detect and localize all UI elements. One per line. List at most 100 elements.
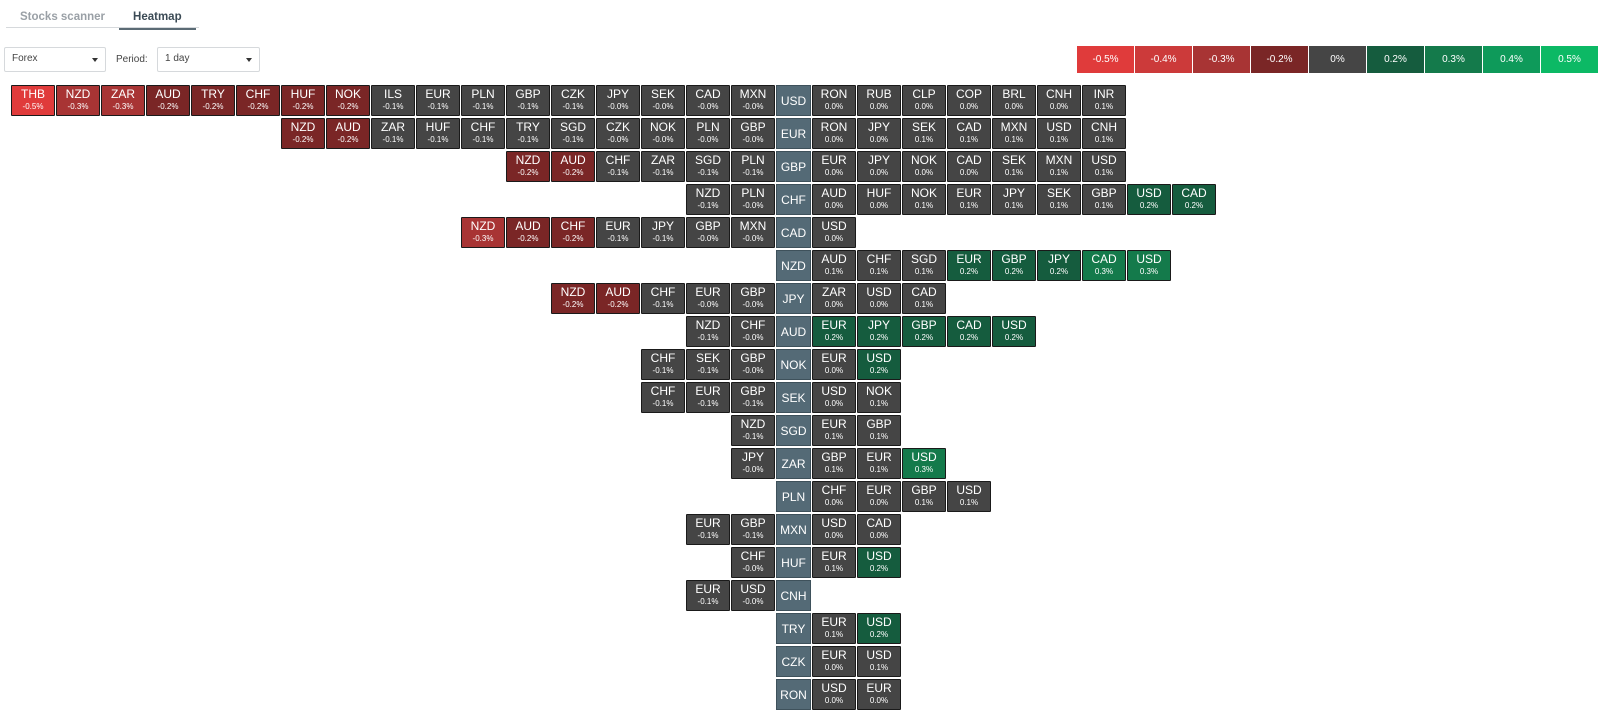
heatmap-cell[interactable]: CAD 0.1% xyxy=(947,118,991,149)
heatmap-cell[interactable]: SGD 0.1% xyxy=(902,250,946,281)
heatmap-cell[interactable]: SEK 0.1% xyxy=(992,151,1036,182)
heatmap-cell[interactable]: USD 0.0% xyxy=(812,679,856,710)
heatmap-cell[interactable]: NZD -0.2% xyxy=(551,283,595,314)
heatmap-cell[interactable]: TRY -0.1% xyxy=(506,118,550,149)
heatmap-cell[interactable]: EUR 0.0% xyxy=(812,151,856,182)
heatmap-cell[interactable]: USD 0.0% xyxy=(812,382,856,413)
heatmap-cell[interactable]: NOK 0.1% xyxy=(857,382,901,413)
heatmap-cell[interactable]: USD 0.1% xyxy=(1037,118,1081,149)
base-currency-eur[interactable]: EUR xyxy=(776,118,811,149)
heatmap-cell[interactable]: USD 0.2% xyxy=(857,349,901,380)
heatmap-cell[interactable]: AUD 0.0% xyxy=(812,184,856,215)
heatmap-cell[interactable]: JPY 0.0% xyxy=(857,151,901,182)
period-select[interactable]: 1 day xyxy=(157,47,260,72)
heatmap-cell[interactable]: COP 0.0% xyxy=(947,85,991,116)
heatmap-cell[interactable]: CAD 0.3% xyxy=(1082,250,1126,281)
heatmap-cell[interactable]: EUR 0.1% xyxy=(947,184,991,215)
heatmap-cell[interactable]: JPY -0.0% xyxy=(596,85,640,116)
heatmap-cell[interactable]: GBP -0.1% xyxy=(506,85,550,116)
heatmap-cell[interactable]: NOK 0.1% xyxy=(902,184,946,215)
heatmap-cell[interactable]: AUD -0.2% xyxy=(596,283,640,314)
heatmap-cell[interactable]: CAD 0.0% xyxy=(857,514,901,545)
base-currency-jpy[interactable]: JPY xyxy=(776,283,811,314)
heatmap-cell[interactable]: USD 0.0% xyxy=(812,514,856,545)
heatmap-cell[interactable]: CZK -0.1% xyxy=(551,85,595,116)
heatmap-cell[interactable]: CHF -0.1% xyxy=(641,349,685,380)
heatmap-cell[interactable]: GBP -0.1% xyxy=(731,382,775,413)
heatmap-cell[interactable]: CHF -0.1% xyxy=(641,283,685,314)
heatmap-cell[interactable]: NZD -0.3% xyxy=(56,85,100,116)
heatmap-cell[interactable]: ZAR -0.1% xyxy=(641,151,685,182)
heatmap-cell[interactable]: JPY 0.0% xyxy=(857,118,901,149)
heatmap-cell[interactable]: USD 0.1% xyxy=(947,481,991,512)
heatmap-cell[interactable]: BRL 0.0% xyxy=(992,85,1036,116)
tab-stocks-scanner[interactable]: Stocks scanner xyxy=(20,11,106,23)
heatmap-cell[interactable]: RON 0.0% xyxy=(812,85,856,116)
heatmap-cell[interactable]: GBP 0.1% xyxy=(1082,184,1126,215)
heatmap-cell[interactable]: RON 0.0% xyxy=(812,118,856,149)
heatmap-cell[interactable]: CAD 0.2% xyxy=(1172,184,1216,215)
heatmap-cell[interactable]: THB -0.5% xyxy=(11,85,55,116)
heatmap-cell[interactable]: USD 0.1% xyxy=(1082,151,1126,182)
heatmap-cell[interactable]: USD 0.2% xyxy=(857,547,901,578)
heatmap-cell[interactable]: USD 0.3% xyxy=(1127,250,1171,281)
heatmap-cell[interactable]: CHF 0.0% xyxy=(812,481,856,512)
heatmap-cell[interactable]: EUR 0.0% xyxy=(857,679,901,710)
heatmap-cell[interactable]: HUF -0.1% xyxy=(416,118,460,149)
heatmap-cell[interactable]: EUR 0.1% xyxy=(812,415,856,446)
heatmap-cell[interactable]: EUR 0.2% xyxy=(947,250,991,281)
base-currency-pln[interactable]: PLN xyxy=(776,481,811,512)
heatmap-cell[interactable]: EUR -0.1% xyxy=(686,514,730,545)
heatmap-cell[interactable]: CHF -0.1% xyxy=(461,118,505,149)
heatmap-cell[interactable]: EUR 0.1% xyxy=(812,613,856,644)
heatmap-cell[interactable]: GBP -0.0% xyxy=(686,217,730,248)
base-currency-sek[interactable]: SEK xyxy=(776,382,811,413)
heatmap-cell[interactable]: CHF 0.1% xyxy=(857,250,901,281)
heatmap-cell[interactable]: EUR -0.1% xyxy=(596,217,640,248)
base-currency-chf[interactable]: CHF xyxy=(776,184,811,215)
heatmap-cell[interactable]: USD 0.2% xyxy=(992,316,1036,347)
heatmap-cell[interactable]: CNH 0.1% xyxy=(1082,118,1126,149)
heatmap-cell[interactable]: JPY 0.2% xyxy=(857,316,901,347)
base-currency-zar[interactable]: ZAR xyxy=(776,448,811,479)
heatmap-cell[interactable]: USD -0.0% xyxy=(731,580,775,611)
heatmap-cell[interactable]: MXN -0.0% xyxy=(731,217,775,248)
heatmap-cell[interactable]: CAD -0.0% xyxy=(686,85,730,116)
heatmap-cell[interactable]: GBP 0.2% xyxy=(902,316,946,347)
heatmap-cell[interactable]: CAD 0.0% xyxy=(947,151,991,182)
heatmap-cell[interactable]: NZD -0.1% xyxy=(686,184,730,215)
heatmap-cell[interactable]: RUB 0.0% xyxy=(857,85,901,116)
heatmap-cell[interactable]: CLP 0.0% xyxy=(902,85,946,116)
heatmap-cell[interactable]: CAD 0.2% xyxy=(947,316,991,347)
heatmap-cell[interactable]: ILS -0.1% xyxy=(371,85,415,116)
base-currency-ron[interactable]: RON xyxy=(776,679,811,710)
tab-heatmap[interactable]: Heatmap xyxy=(119,8,196,30)
heatmap-cell[interactable]: GBP 0.1% xyxy=(812,448,856,479)
heatmap-cell[interactable]: HUF -0.2% xyxy=(281,85,325,116)
heatmap-cell[interactable]: USD 0.0% xyxy=(857,283,901,314)
heatmap-cell[interactable]: JPY 0.1% xyxy=(992,184,1036,215)
heatmap-cell[interactable]: GBP -0.1% xyxy=(731,514,775,545)
base-currency-cnh[interactable]: CNH xyxy=(776,580,811,611)
heatmap-cell[interactable]: CHF -0.0% xyxy=(731,316,775,347)
base-currency-usd[interactable]: USD xyxy=(776,85,811,116)
base-currency-nzd[interactable]: NZD xyxy=(776,250,811,281)
heatmap-cell[interactable]: GBP -0.0% xyxy=(731,118,775,149)
heatmap-cell[interactable]: PLN -0.1% xyxy=(731,151,775,182)
heatmap-cell[interactable]: MXN -0.0% xyxy=(731,85,775,116)
heatmap-cell[interactable]: EUR -0.1% xyxy=(416,85,460,116)
heatmap-cell[interactable]: USD 0.2% xyxy=(1127,184,1171,215)
heatmap-cell[interactable]: PLN -0.0% xyxy=(731,184,775,215)
heatmap-cell[interactable]: EUR 0.1% xyxy=(857,448,901,479)
heatmap-cell[interactable]: GBP -0.0% xyxy=(731,349,775,380)
heatmap-cell[interactable]: AUD 0.1% xyxy=(812,250,856,281)
heatmap-cell[interactable]: EUR 0.0% xyxy=(812,349,856,380)
heatmap-cell[interactable]: NOK -0.0% xyxy=(641,118,685,149)
heatmap-cell[interactable]: NZD -0.3% xyxy=(461,217,505,248)
heatmap-cell[interactable]: NZD -0.1% xyxy=(686,316,730,347)
base-currency-aud[interactable]: AUD xyxy=(776,316,811,347)
heatmap-cell[interactable]: USD 0.1% xyxy=(857,646,901,677)
base-currency-cad[interactable]: CAD xyxy=(776,217,811,248)
heatmap-cell[interactable]: EUR -0.0% xyxy=(686,283,730,314)
heatmap-cell[interactable]: GBP 0.1% xyxy=(902,481,946,512)
